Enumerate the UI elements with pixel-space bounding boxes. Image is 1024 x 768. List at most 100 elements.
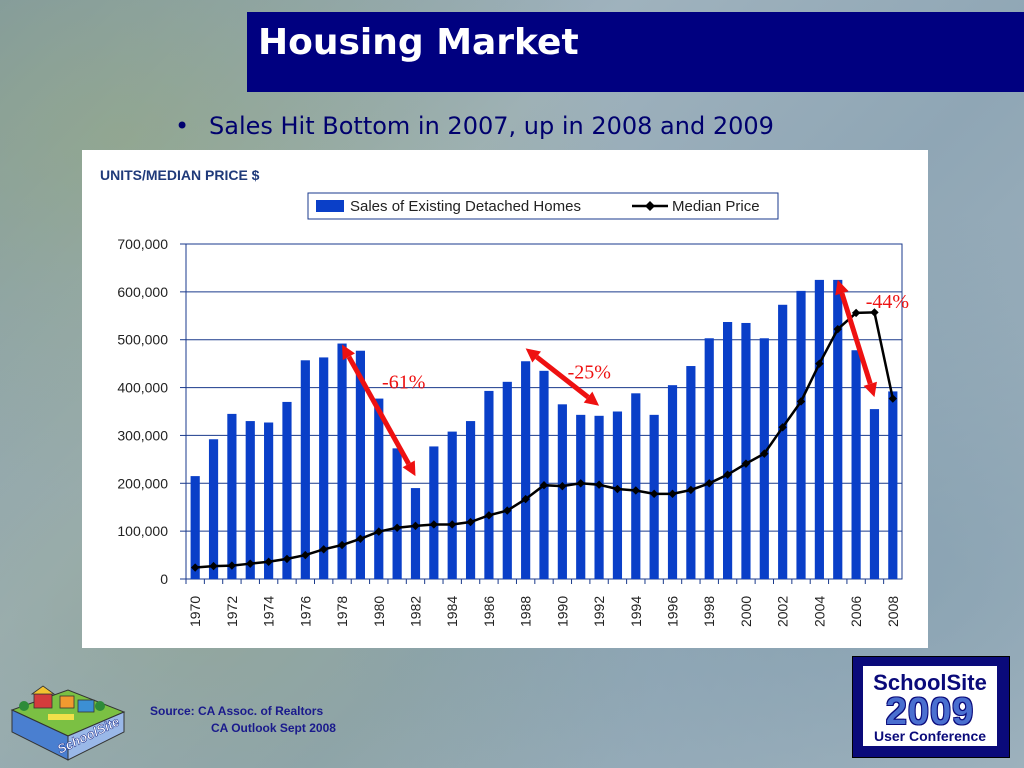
median-price-point	[668, 489, 677, 499]
conference-logo-year: 2009	[885, 691, 975, 733]
y-tick-label: 500,000	[117, 332, 168, 348]
conference-logo-subtitle: User Conference	[873, 728, 987, 744]
x-tick-label: 2008	[885, 596, 901, 627]
sales-bar	[245, 421, 255, 579]
annotation-arrow-head-end	[583, 391, 600, 406]
median-price-point	[411, 521, 420, 531]
median-price-point	[301, 550, 310, 560]
sales-bar	[282, 401, 292, 579]
x-tick-label: 1988	[518, 596, 534, 627]
sales-bar	[392, 448, 402, 579]
x-tick-label: 1974	[261, 596, 277, 627]
sales-bar	[814, 279, 824, 579]
sales-bar	[190, 476, 200, 579]
annotation-arrow-head-start	[835, 279, 849, 296]
median-price-point	[723, 470, 732, 479]
median-price-point	[613, 484, 622, 494]
sales-bar	[410, 488, 421, 579]
x-tick-label: 1998	[701, 596, 717, 627]
x-tick-label: 2006	[848, 596, 864, 627]
median-price-point	[778, 423, 787, 432]
legend-label-median: Median Price	[672, 198, 760, 215]
sales-bar	[759, 338, 769, 579]
median-price-point	[851, 308, 861, 318]
median-price-point	[631, 486, 640, 495]
y-tick-label: 200,000	[117, 475, 168, 491]
sales-bar	[612, 411, 623, 579]
legend-label-sales: Sales of Existing Detached Homes	[350, 198, 581, 215]
y-tick-label: 100,000	[117, 523, 168, 539]
sales-bar	[594, 415, 604, 579]
median-price-point	[796, 397, 806, 406]
x-tick-label: 1970	[187, 596, 203, 627]
sales-bar	[337, 343, 347, 579]
sales-bar	[465, 421, 476, 579]
sales-bar	[319, 357, 329, 579]
source-line-2: CA Outlook Sept 2008	[211, 721, 336, 735]
x-tick-label: 1980	[371, 596, 387, 627]
median-price-point	[374, 527, 383, 536]
conference-logo-inner: SchoolSite 2009 User Conference	[861, 664, 999, 748]
sales-bar	[869, 409, 880, 579]
sales-bar	[631, 393, 641, 579]
annotation-label: -61%	[382, 372, 425, 394]
median-price-point	[686, 485, 696, 495]
chart-title: UNITS/MEDIAN PRICE $	[100, 167, 260, 183]
conference-logo: SchoolSite 2009 User Conference	[852, 656, 1010, 758]
sales-bar	[300, 360, 310, 579]
y-tick-label: 700,000	[117, 236, 168, 252]
median-price-point	[190, 563, 200, 572]
title-bar: Housing Market	[247, 12, 1024, 92]
median-price-point	[705, 479, 714, 488]
median-price-point	[448, 520, 457, 529]
y-tick-label: 400,000	[117, 380, 168, 396]
sales-bar	[227, 413, 237, 579]
median-price-point	[539, 481, 549, 490]
bullet-point: • Sales Hit Bottom in 2007, up in 2008 an…	[175, 112, 774, 140]
schoolsite-logo: SchoolSite	[8, 680, 126, 766]
sales-bar	[264, 422, 274, 579]
y-tick-label: 600,000	[117, 284, 168, 300]
sales-bar	[502, 381, 512, 579]
legend-box	[307, 192, 779, 220]
y-tick-label: 0	[160, 571, 168, 587]
conference-logo-brand: SchoolSite	[873, 670, 987, 695]
source-line-1: Source: CA Assoc. of Realtors	[150, 704, 324, 718]
sales-bar	[778, 304, 788, 579]
x-tick-label: 1982	[407, 596, 423, 627]
sales-bar	[539, 370, 549, 579]
y-tick-label: 300,000	[117, 427, 168, 443]
sales-bar	[851, 350, 861, 579]
x-tick-label: 1990	[554, 596, 570, 627]
median-price-point	[760, 449, 769, 458]
median-price-point	[888, 394, 898, 403]
x-tick-label: 2004	[811, 596, 827, 627]
sales-bar	[723, 322, 733, 579]
annotation-arrow-shaft	[839, 292, 873, 385]
annotation-arrow-head-start	[525, 348, 541, 363]
sales-bar	[833, 279, 843, 579]
sales-bar	[208, 439, 219, 579]
bullet-icon: •	[175, 112, 190, 140]
sales-bar	[576, 414, 586, 579]
slide-title: Housing Market	[258, 22, 579, 63]
annotation-label: -44%	[866, 291, 909, 313]
median-price-point	[282, 554, 292, 564]
median-price-point	[594, 480, 604, 489]
sales-bar	[521, 361, 531, 579]
legend-swatch-sales	[316, 200, 344, 212]
median-price-point	[649, 489, 659, 499]
x-tick-label: 1994	[628, 596, 644, 627]
x-tick-label: 1986	[481, 596, 497, 627]
median-price-point	[833, 324, 842, 334]
x-tick-label: 2000	[738, 596, 754, 627]
median-price-point	[429, 520, 439, 529]
bullet-text: Sales Hit Bottom in 2007, up in 2008 and…	[209, 112, 774, 140]
x-tick-label: 1976	[297, 596, 313, 627]
sales-bar	[374, 398, 384, 579]
sales-bar	[686, 366, 696, 579]
annotation-arrow-shaft	[346, 355, 411, 466]
legend-marker-median	[645, 201, 655, 211]
source-note: Source: CA Assoc. of Realtors CA Outlook…	[150, 703, 336, 737]
annotation-arrow-head-start	[342, 344, 355, 361]
